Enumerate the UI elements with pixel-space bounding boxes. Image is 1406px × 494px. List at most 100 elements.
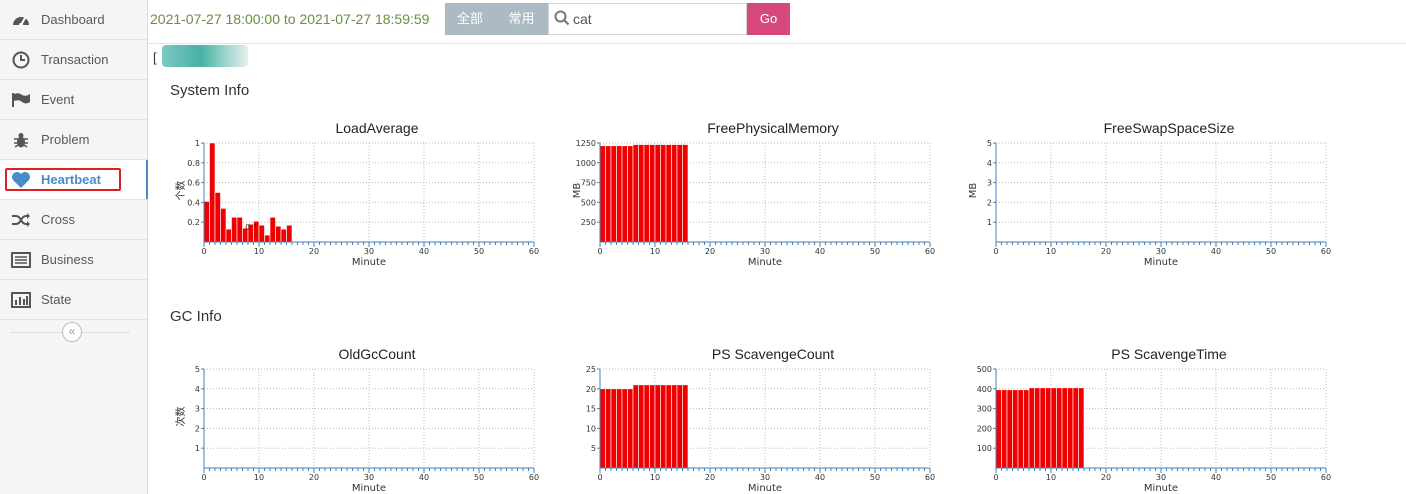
data-bar — [280, 228, 287, 243]
x-tick-label: 20 — [309, 473, 319, 482]
x-tick-label: 10 — [1046, 247, 1056, 256]
y-tick-label: 400 — [977, 385, 992, 394]
x-tick-label: 10 — [650, 473, 660, 482]
x-axis-label: Minute — [748, 483, 782, 494]
sidebar-collapse-row: « — [0, 320, 147, 348]
data-bar — [665, 144, 672, 243]
y-tick-label: 5 — [591, 444, 596, 453]
y-tick-label: 3 — [195, 405, 200, 414]
data-bar — [616, 145, 623, 243]
y-tick-label: 15 — [586, 405, 596, 414]
data-bar — [665, 384, 672, 469]
sidebar-item-label: Dashboard — [41, 12, 105, 27]
y-tick-label: 300 — [977, 405, 992, 414]
data-bar — [1067, 387, 1074, 469]
data-bar — [632, 384, 639, 469]
x-tick-label: 30 — [364, 473, 374, 482]
sidebar: Dashboard Transaction Event Problem Hear… — [0, 0, 148, 494]
section-title-gc-info: GC Info — [170, 308, 222, 325]
data-bar — [676, 144, 683, 243]
data-bar — [231, 216, 238, 243]
data-bar — [1061, 387, 1068, 469]
data-bar — [1012, 389, 1019, 469]
y-tick-label: 4 — [987, 159, 992, 168]
data-bar — [1006, 389, 1013, 469]
x-tick-label: 30 — [1156, 247, 1166, 256]
data-bar — [1072, 387, 1079, 469]
search-input[interactable] — [573, 5, 743, 33]
sidebar-item-business[interactable]: Business — [0, 240, 147, 280]
x-tick-label: 60 — [925, 473, 935, 482]
y-tick-label: 500 — [581, 198, 596, 207]
data-bar — [632, 144, 639, 243]
host-bracket: [ — [153, 50, 157, 65]
x-tick-label: 40 — [815, 473, 825, 482]
y-tick-label: 1250 — [576, 139, 596, 148]
chart-title: PS ScavengeCount — [712, 346, 834, 362]
data-bar — [627, 388, 634, 469]
data-bar — [671, 384, 678, 469]
sidebar-item-label: Event — [41, 92, 75, 107]
data-bar — [1028, 387, 1035, 469]
go-button[interactable]: Go — [747, 3, 790, 35]
data-annotation: 0.1 — [245, 223, 258, 232]
x-tick-label: 30 — [760, 473, 770, 482]
x-tick-label: 0 — [597, 473, 602, 482]
x-tick-label: 40 — [1211, 473, 1221, 482]
flag-icon — [10, 90, 32, 110]
y-tick-label: 20 — [586, 385, 596, 394]
bar-chart-icon — [10, 290, 32, 310]
x-tick-label: 60 — [1321, 247, 1331, 256]
data-bar — [649, 384, 656, 469]
y-tick-label: 10 — [586, 424, 596, 433]
chart-title: LoadAverage — [335, 120, 418, 136]
x-tick-label: 30 — [1156, 473, 1166, 482]
chart-ps-scavenge-count: PS ScavengeCount 5 10 15 20 25 0 10 20 30 40 50 60 Mi… — [566, 344, 966, 494]
x-tick-label: 20 — [705, 473, 715, 482]
sidebar-item-dashboard[interactable]: Dashboard — [0, 0, 147, 40]
top-toolbar: 2021-07-27 18:00:00 to 2021-07-27 18:59:… — [148, 0, 1406, 44]
data-bar — [1034, 387, 1041, 469]
y-tick-label: 5 — [195, 365, 200, 374]
data-bar — [643, 384, 650, 469]
y-tick-label: 1 — [195, 444, 200, 453]
data-bar — [269, 216, 276, 243]
data-bar — [682, 384, 689, 469]
ps-scavenge-time-svg: PS ScavengeTime 100 200 300 400 500 0 10 20 30 40 5… — [977, 346, 1331, 494]
sidebar-item-label: Business — [41, 252, 94, 267]
data-bar — [1045, 387, 1052, 469]
x-tick-label: 50 — [1266, 473, 1276, 482]
x-tick-label: 20 — [1101, 473, 1111, 482]
dashboard-icon — [10, 10, 32, 30]
x-axis-label: Minute — [352, 257, 386, 268]
data-bar — [275, 225, 282, 243]
x-tick-label: 50 — [870, 247, 880, 256]
data-bar — [1056, 387, 1063, 469]
data-bar — [605, 145, 612, 243]
data-bar — [621, 388, 628, 469]
search-icon — [554, 10, 570, 31]
sidebar-item-heartbeat[interactable]: Heartbeat — [0, 160, 148, 200]
y-tick-label: 1 — [987, 218, 992, 227]
sidebar-item-transaction[interactable]: Transaction — [0, 40, 147, 80]
sidebar-item-cross[interactable]: Cross — [0, 200, 147, 240]
sidebar-item-event[interactable]: Event — [0, 80, 147, 120]
x-tick-label: 60 — [925, 247, 935, 256]
data-bar — [209, 142, 216, 243]
x-tick-label: 20 — [705, 247, 715, 256]
common-button[interactable]: 常用 — [495, 3, 548, 35]
y-tick-label: 750 — [581, 179, 596, 188]
search-box — [548, 3, 747, 35]
data-bar — [638, 384, 645, 469]
data-bar — [264, 234, 271, 243]
y-axis-label: 次数 — [174, 407, 187, 427]
collapse-sidebar-button[interactable]: « — [62, 322, 82, 342]
all-button[interactable]: 全部 — [445, 3, 495, 35]
sidebar-item-state[interactable]: State — [0, 280, 147, 320]
chart-title: OldGcCount — [338, 346, 415, 362]
x-axis-label: Minute — [1144, 257, 1178, 268]
list-icon — [10, 250, 32, 270]
sidebar-item-problem[interactable]: Problem — [0, 120, 147, 160]
x-axis-label: Minute — [748, 257, 782, 268]
